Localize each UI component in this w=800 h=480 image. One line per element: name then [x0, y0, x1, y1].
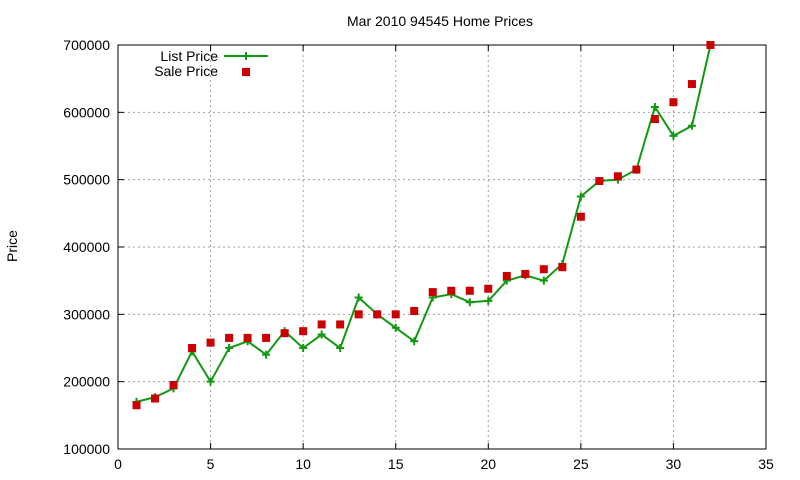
chart-title: Mar 2010 94545 Home Prices — [347, 13, 533, 29]
point-sale-price — [151, 394, 160, 403]
point-list-price — [354, 293, 363, 302]
point-sale-price — [465, 286, 474, 295]
point-sale-price — [687, 80, 696, 89]
point-list-price — [410, 337, 419, 346]
point-sale-price — [354, 310, 363, 319]
point-sale-price — [669, 98, 678, 107]
x-tick-label: 25 — [573, 456, 589, 472]
y-tick-label: 500000 — [63, 172, 110, 188]
point-sale-price — [539, 265, 548, 274]
point-sale-price — [484, 284, 493, 293]
x-tick-label: 20 — [480, 456, 496, 472]
x-tick-label: 10 — [295, 456, 311, 472]
y-tick-label: 300000 — [63, 306, 110, 322]
x-tick-label: 35 — [758, 456, 774, 472]
point-list-price — [669, 131, 678, 140]
point-list-price — [206, 377, 215, 386]
y-tick-label: 200000 — [63, 374, 110, 390]
legend-label-sale-price: Sale Price — [154, 63, 218, 79]
point-sale-price — [428, 288, 437, 297]
point-list-price — [225, 344, 234, 352]
series-layer — [132, 41, 715, 410]
point-list-price — [576, 192, 585, 201]
point-list-price — [262, 350, 271, 359]
axis-ticks: 0 5 10 15 20 25 30 35 100000 200000 300000 400000 50… — [63, 37, 774, 472]
x-tick-label: 30 — [666, 456, 682, 472]
point-sale-price — [132, 401, 141, 410]
point-list-price — [539, 276, 548, 285]
point-sale-price — [243, 333, 252, 342]
point-sale-price — [521, 269, 530, 278]
grid-lines — [118, 45, 766, 449]
point-list-price — [687, 121, 696, 130]
legend: List Price Sale Price — [154, 48, 268, 79]
legend-marker-list-price — [242, 52, 250, 60]
point-sale-price — [706, 41, 715, 49]
point-list-price — [484, 296, 493, 305]
point-sale-price — [317, 320, 326, 329]
point-sale-price — [206, 338, 215, 347]
point-sale-price — [650, 115, 659, 124]
point-sale-price — [558, 263, 567, 272]
point-sale-price — [225, 333, 234, 342]
y-tick-label: 700000 — [63, 37, 110, 53]
x-tick-label: 15 — [388, 456, 404, 472]
point-sale-price — [169, 381, 178, 390]
point-list-price — [299, 344, 308, 352]
point-list-price — [465, 298, 474, 307]
point-list-price — [391, 323, 400, 332]
point-sale-price — [613, 172, 622, 181]
point-list-price — [336, 344, 345, 352]
point-sale-price — [373, 310, 382, 319]
y-tick-label: 100000 — [63, 441, 110, 457]
point-sale-price — [336, 320, 345, 329]
point-sale-price — [391, 310, 400, 319]
point-sale-price — [502, 271, 511, 280]
point-sale-price — [576, 212, 585, 221]
point-sale-price — [447, 286, 456, 295]
legend-label-list-price: List Price — [160, 48, 218, 64]
point-list-price — [317, 330, 326, 339]
y-axis-label: Price — [4, 230, 20, 262]
x-tick-label: 0 — [114, 456, 122, 472]
point-sale-price — [280, 329, 289, 338]
point-sale-price — [632, 165, 641, 174]
point-sale-price — [410, 306, 419, 315]
point-list-price — [650, 102, 659, 111]
x-tick-label: 5 — [207, 456, 215, 472]
point-sale-price — [188, 344, 197, 352]
y-tick-label: 400000 — [63, 239, 110, 255]
series-line-list-price — [136, 44, 712, 403]
legend-marker-sale-price — [242, 68, 250, 76]
y-tick-label: 600000 — [63, 104, 110, 120]
point-sale-price — [595, 177, 604, 186]
point-sale-price — [262, 333, 271, 342]
point-sale-price — [299, 327, 308, 336]
